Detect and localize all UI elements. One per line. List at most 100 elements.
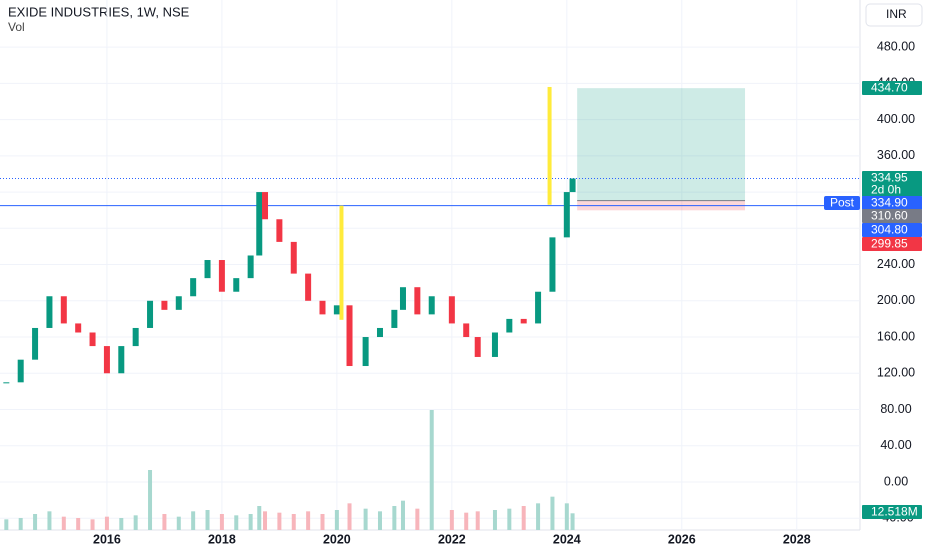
candle <box>32 327 39 360</box>
candle <box>569 178 576 193</box>
volume-bar <box>320 514 325 530</box>
price-badge-label: 2d 0h <box>871 183 901 197</box>
price-badge <box>862 81 922 95</box>
volume-bar <box>248 514 253 530</box>
volume-bar <box>570 513 575 530</box>
candle <box>75 323 82 333</box>
volume-bar <box>191 511 196 530</box>
candle <box>103 346 110 374</box>
candle <box>256 192 263 256</box>
candle <box>118 346 125 374</box>
session-tag <box>824 196 860 210</box>
x-tick-label: 2026 <box>668 532 696 546</box>
candle <box>3 382 10 384</box>
candle <box>218 260 225 292</box>
session-tag-label: Post <box>830 196 855 210</box>
volume-bar <box>564 503 569 530</box>
volume-bar <box>47 511 52 530</box>
price-badge-label: 334.95 <box>871 171 908 185</box>
price-badge-label: 310.60 <box>871 209 908 223</box>
candle <box>190 278 197 297</box>
volume-bar <box>347 503 352 530</box>
volume-bar <box>392 506 397 530</box>
x-tick-label: 2020 <box>323 532 351 546</box>
x-tick-label: 2016 <box>93 532 121 546</box>
currency-label[interactable]: INR <box>886 7 907 21</box>
volume-bar <box>119 518 124 530</box>
volume-bar <box>464 512 469 530</box>
candle <box>17 359 24 383</box>
candle <box>399 287 406 310</box>
volume-bar <box>263 511 268 530</box>
candle <box>506 318 513 333</box>
volume-bar <box>507 508 512 530</box>
candle <box>428 296 435 315</box>
candle <box>362 337 369 367</box>
candle <box>305 273 312 301</box>
volume-bar <box>205 510 210 530</box>
volume-bar <box>449 510 454 530</box>
marker <box>339 205 344 320</box>
volume-bar <box>415 508 420 530</box>
volume-bar <box>536 503 541 530</box>
chart-subtitle: Vol <box>8 20 25 34</box>
volume-bar <box>104 516 109 530</box>
candle <box>276 219 283 242</box>
volume-bar <box>277 512 282 530</box>
volume-bar <box>148 470 153 530</box>
candle <box>175 296 182 310</box>
x-tick-label: 2022 <box>438 532 466 546</box>
candle <box>414 287 421 315</box>
candle <box>46 296 53 328</box>
candle <box>204 260 211 279</box>
volume-bar <box>521 506 526 530</box>
volume-bar <box>492 510 497 530</box>
y-tick-label: 40.00 <box>880 438 911 452</box>
volume-bar <box>61 516 66 530</box>
candle <box>247 255 254 279</box>
candle <box>319 300 326 315</box>
price-badge <box>862 223 922 237</box>
volume-bar <box>400 500 405 530</box>
volume-bar <box>550 496 555 530</box>
candle <box>448 296 455 324</box>
volume-bar <box>133 515 138 530</box>
currency-button[interactable] <box>865 3 923 27</box>
y-tick-label: 240.00 <box>877 257 915 271</box>
volume-bar <box>377 511 382 530</box>
volume-bar <box>334 510 339 530</box>
volume-bar <box>234 515 239 530</box>
candle <box>491 332 498 357</box>
volume-bar <box>306 511 311 530</box>
candle <box>346 305 353 367</box>
price-badge-label: 304.80 <box>871 223 908 237</box>
candle <box>290 241 297 274</box>
volume-bar <box>257 506 262 530</box>
volume-bar <box>33 514 38 530</box>
volume-bar <box>291 514 296 530</box>
y-tick-label: 480.00 <box>877 39 915 53</box>
price-badge <box>862 237 922 251</box>
candle <box>262 192 269 220</box>
volume-bar <box>162 514 167 530</box>
volume-bar <box>4 519 9 530</box>
y-tick-label: 200.00 <box>877 293 915 307</box>
candle <box>89 332 96 347</box>
y-tick-label: 120.00 <box>877 366 915 380</box>
price-badge-label: 299.85 <box>871 237 908 251</box>
candle <box>563 192 570 238</box>
y-tick-label: 160.00 <box>877 329 915 343</box>
chart-title: EXIDE INDUSTRIES, 1W, NSE <box>8 4 190 19</box>
target-zone <box>577 88 746 201</box>
candle <box>391 309 398 328</box>
price-badge-label: 434.70 <box>871 81 908 95</box>
candle <box>333 305 340 315</box>
x-tick-label: 2028 <box>783 532 811 546</box>
y-tick-label: 400.00 <box>877 112 915 126</box>
volume-bar <box>363 508 368 530</box>
price-badge <box>862 183 922 197</box>
price-badge <box>862 209 922 223</box>
candle <box>376 327 383 338</box>
volume-bar <box>475 511 480 530</box>
